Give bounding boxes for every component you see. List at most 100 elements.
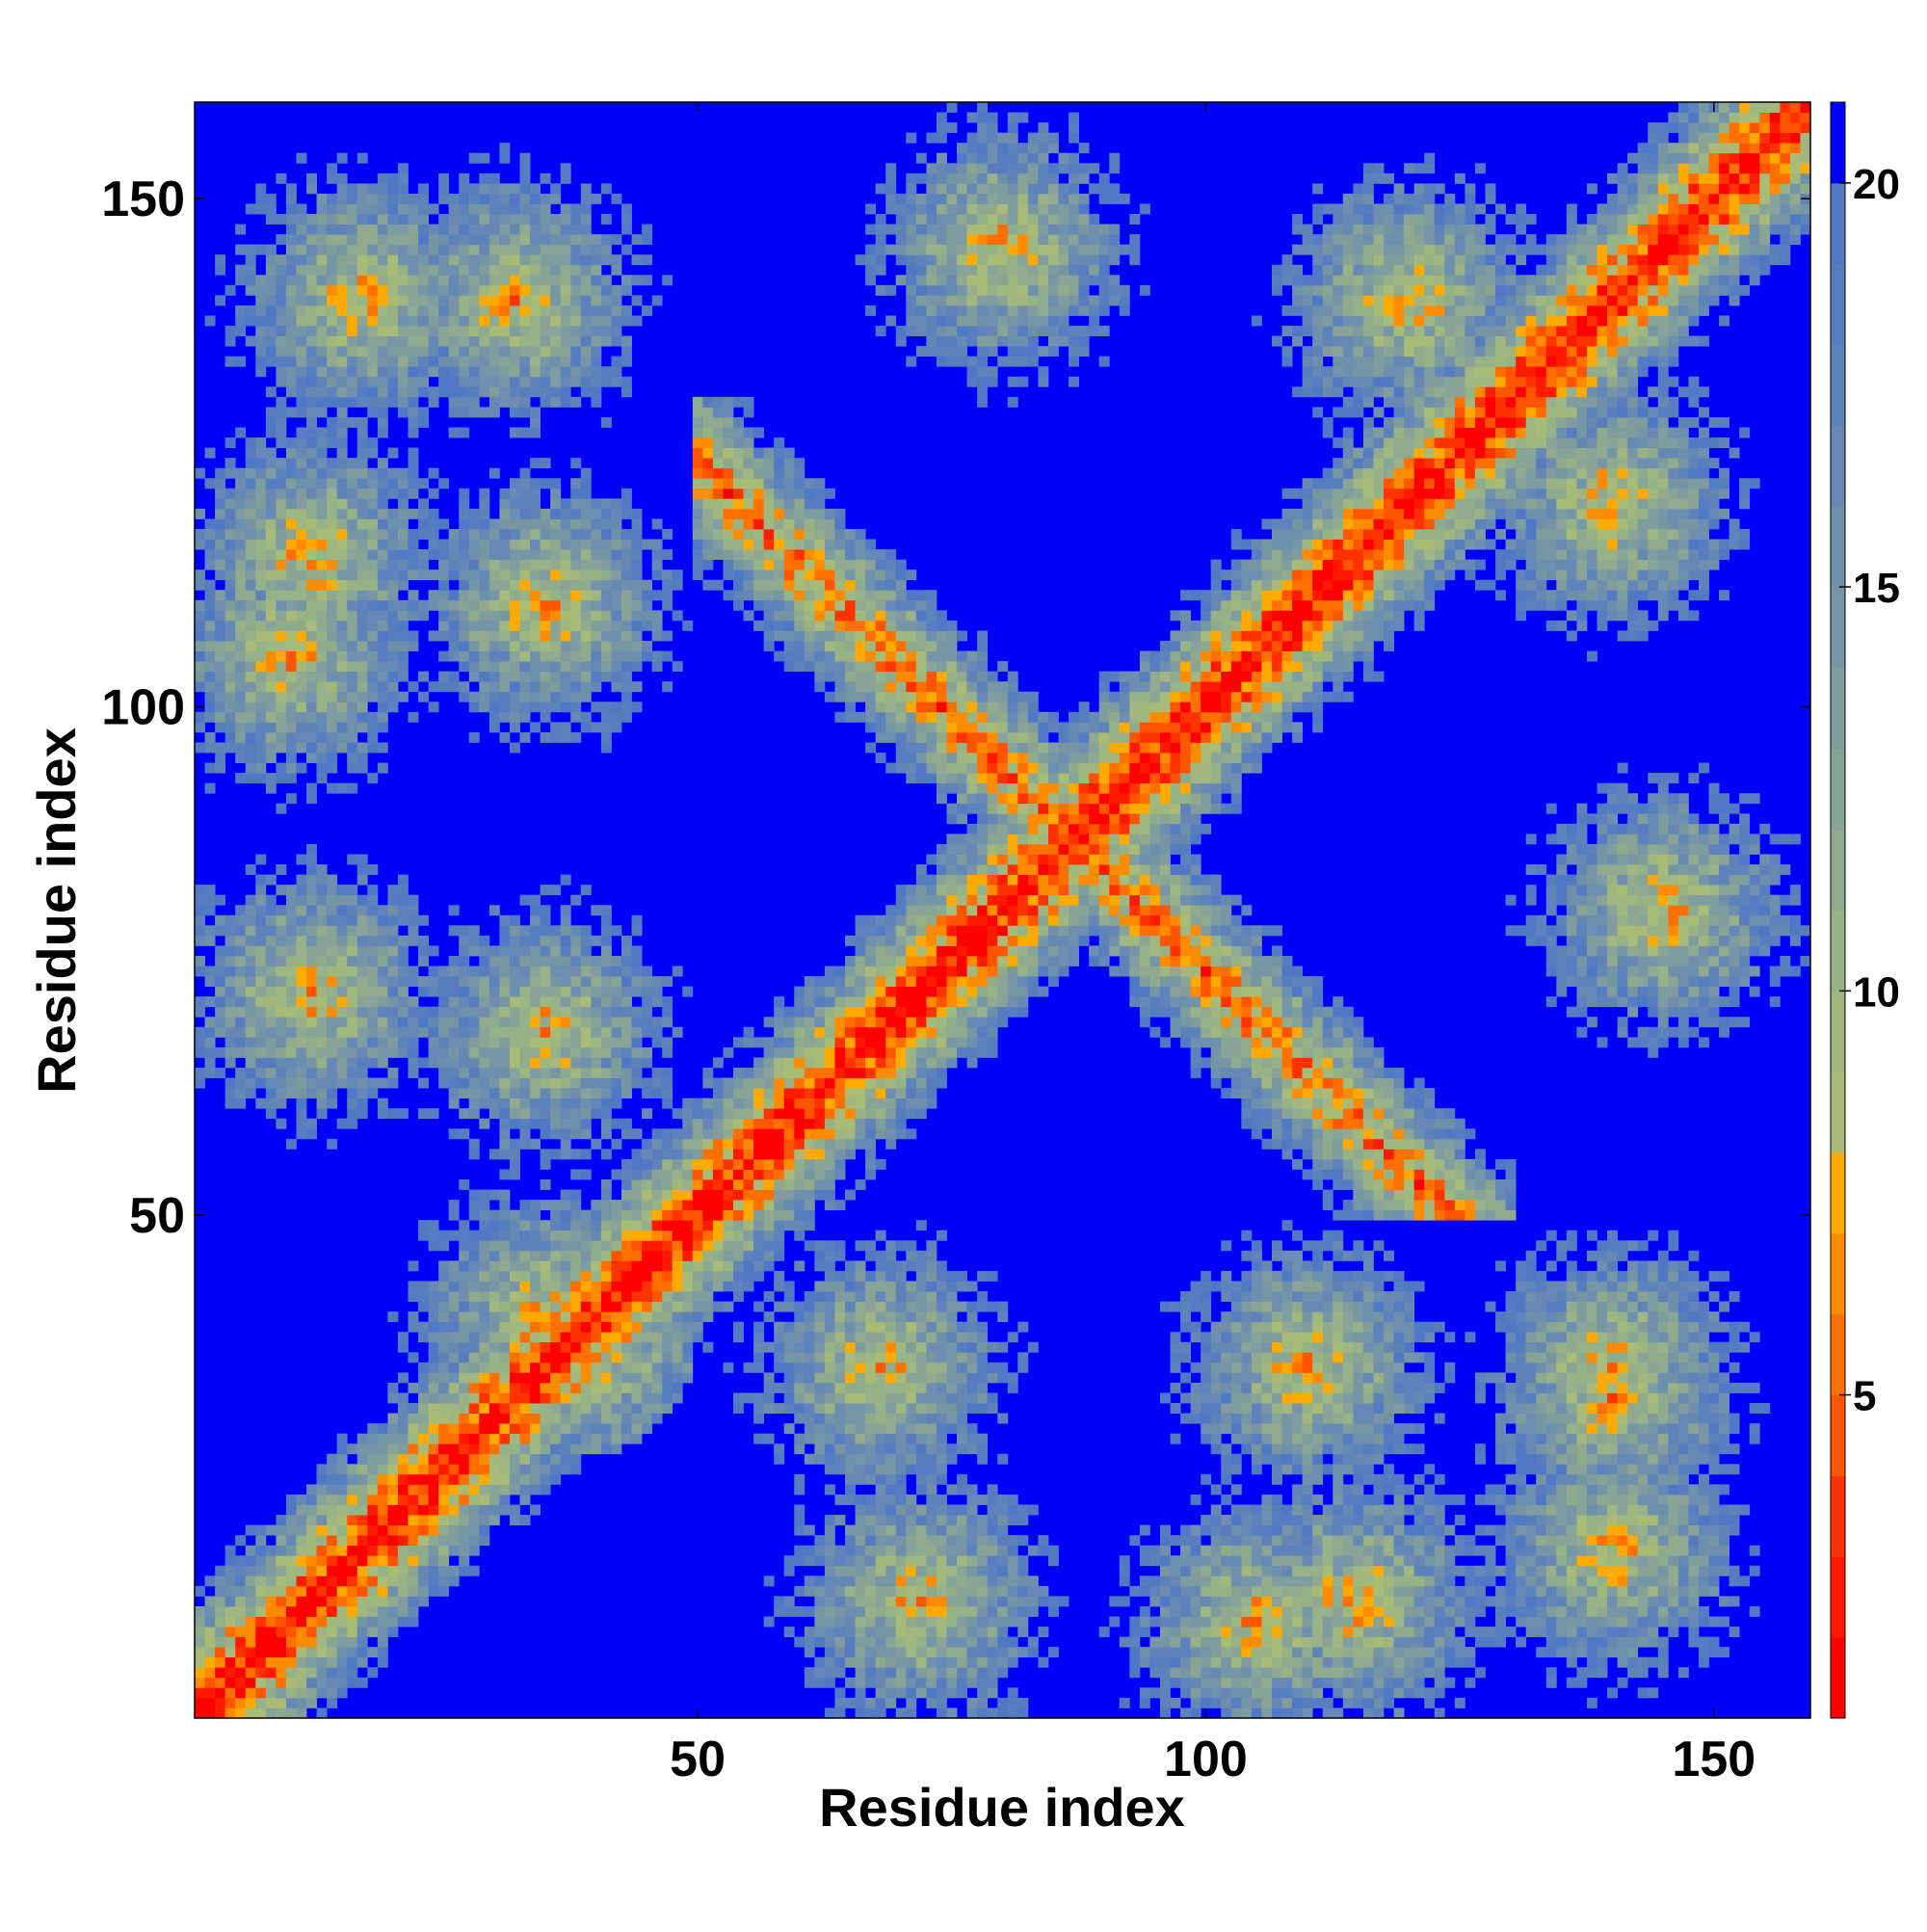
- heatmap-cell: [794, 498, 805, 510]
- heatmap-cell: [245, 966, 256, 977]
- heatmap-cell: [723, 437, 734, 449]
- heatmap-cell: [285, 945, 297, 957]
- heatmap-cell: [824, 1067, 835, 1078]
- heatmap-cell: [255, 203, 267, 215]
- heatmap-cell: [387, 1515, 399, 1526]
- heatmap-cell: [235, 722, 247, 733]
- heatmap-cell: [438, 1362, 450, 1373]
- heatmap-cell: [560, 1098, 571, 1109]
- heatmap-cell: [367, 1494, 379, 1505]
- heatmap-cell: [459, 1443, 470, 1455]
- heatmap-cell: [468, 1037, 480, 1048]
- heatmap-cell: [611, 315, 622, 327]
- heatmap-cell: [560, 1240, 571, 1252]
- heatmap-cell: [306, 753, 317, 763]
- heatmap-cell: [408, 549, 419, 561]
- heatmap-cell: [591, 986, 602, 997]
- heatmap-cell: [276, 1037, 287, 1048]
- heatmap-cell: [712, 1158, 724, 1170]
- heatmap-cell: [448, 1504, 460, 1516]
- heatmap-cell: [530, 945, 541, 957]
- heatmap-cell: [316, 966, 328, 977]
- heatmap-cell: [824, 1515, 835, 1526]
- heatmap-cell: [408, 1006, 419, 1018]
- heatmap-cell: [479, 599, 490, 611]
- heatmap-cell: [224, 925, 236, 937]
- heatmap-cell: [519, 183, 531, 195]
- heatmap-cell: [509, 1037, 520, 1048]
- heatmap-cell: [468, 508, 480, 519]
- heatmap-cell: [804, 1311, 815, 1323]
- heatmap-cell: [224, 590, 236, 601]
- heatmap-cell: [448, 1200, 460, 1211]
- heatmap-cell: [316, 935, 328, 946]
- heatmap-cell: [448, 539, 460, 550]
- heatmap-cell: [408, 427, 419, 438]
- heatmap-cell: [336, 1006, 348, 1018]
- heatmap-cell: [285, 661, 297, 673]
- heatmap-cell: [509, 193, 520, 204]
- heatmap-cell: [306, 478, 317, 490]
- heatmap-cell: [255, 518, 267, 530]
- heatmap-cell: [774, 610, 785, 622]
- heatmap-cell: [774, 1026, 785, 1038]
- heatmap-cell: [814, 1118, 826, 1129]
- heatmap-cell: [560, 1281, 571, 1292]
- heatmap-cell: [265, 326, 277, 336]
- heatmap-cell: [570, 366, 582, 378]
- heatmap-cell: [662, 1392, 673, 1404]
- heatmap-cell: [530, 681, 541, 693]
- heatmap-cell: [488, 1026, 500, 1038]
- heatmap-cell: [570, 234, 582, 246]
- heatmap-cell: [499, 498, 511, 510]
- heatmap-cell: [702, 1270, 714, 1282]
- heatmap-cell: [560, 1250, 571, 1261]
- heatmap-cell: [642, 1169, 653, 1180]
- heatmap-cell: [499, 1464, 511, 1475]
- heatmap-cell: [580, 1413, 592, 1424]
- heatmap-cell: [530, 914, 541, 926]
- heatmap-cell: [743, 1077, 754, 1089]
- heatmap-cell: [692, 1220, 703, 1231]
- heatmap-cell: [519, 1413, 531, 1424]
- heatmap-cell: [702, 1220, 714, 1231]
- heatmap-cell: [459, 1524, 470, 1536]
- heatmap-cell: [530, 599, 541, 611]
- heatmap-cell: [692, 1179, 703, 1190]
- heatmap-cell: [195, 1647, 205, 1658]
- heatmap-cell: [336, 407, 348, 418]
- heatmap-cell: [540, 1270, 551, 1282]
- heatmap-cell: [397, 1524, 409, 1536]
- heatmap-cell: [316, 407, 328, 418]
- heatmap-cell: [468, 1311, 480, 1323]
- heatmap-cell: [347, 1484, 358, 1495]
- heatmap-cell: [783, 630, 795, 642]
- heatmap-cell: [570, 528, 582, 540]
- heatmap-cell: [367, 711, 379, 723]
- heatmap-cell: [327, 1616, 338, 1628]
- heatmap-cell: [560, 935, 571, 946]
- heatmap-cell: [642, 966, 653, 977]
- heatmap-cell: [620, 315, 632, 327]
- heatmap-cell: [347, 753, 358, 763]
- heatmap-cell: [631, 1240, 643, 1252]
- heatmap-cell: [479, 1515, 490, 1526]
- heatmap-cell: [224, 528, 236, 540]
- heatmap-cell: [408, 610, 419, 622]
- heatmap-cell: [235, 1605, 247, 1617]
- heatmap-cell: [488, 1515, 500, 1526]
- heatmap-cell: [560, 1077, 571, 1089]
- heatmap-cell: [387, 234, 399, 246]
- heatmap-cell: [224, 356, 236, 367]
- heatmap-cell: [488, 467, 500, 479]
- heatmap-cell: [479, 356, 490, 367]
- heatmap-cell: [235, 518, 247, 530]
- heatmap-cell: [600, 1443, 612, 1455]
- heatmap-cell: [408, 1524, 419, 1536]
- heatmap-cell: [367, 579, 379, 591]
- heatmap-cell: [316, 1494, 328, 1505]
- heatmap-cell: [580, 559, 592, 570]
- heatmap-cell: [702, 1128, 714, 1140]
- heatmap-cell: [804, 1108, 815, 1120]
